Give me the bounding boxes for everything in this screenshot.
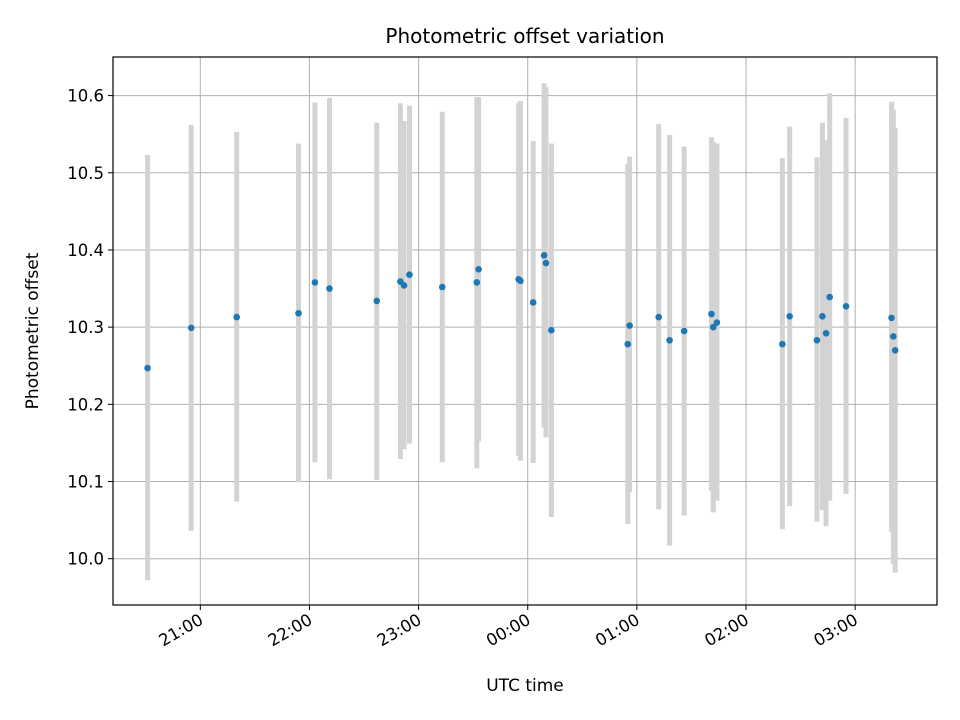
data-point (666, 336, 673, 344)
y-tick-label: 10.6 (67, 87, 104, 106)
data-point (826, 293, 833, 301)
data-point (888, 314, 895, 322)
data-point (406, 271, 413, 278)
data-point (626, 322, 633, 329)
y-axis-label: Photometric offset (23, 252, 43, 409)
data-point (624, 340, 632, 348)
data-point (475, 265, 482, 273)
data-point (786, 313, 793, 320)
data-point (542, 259, 550, 267)
grid (113, 57, 937, 605)
y-tick-label: 10.3 (67, 318, 104, 337)
data-point (326, 285, 333, 292)
data-point (548, 326, 555, 334)
y-tick-label: 10.0 (67, 550, 104, 569)
y-tick-label: 10.4 (67, 241, 104, 260)
data-point (713, 319, 721, 326)
data-point (891, 346, 899, 354)
data-point (813, 336, 821, 344)
data-point (655, 313, 662, 321)
data-point (311, 279, 319, 286)
data-point (473, 279, 481, 286)
data-point (709, 323, 717, 331)
data-point (295, 309, 302, 317)
data-point (144, 364, 151, 372)
y-tick-label: 10.2 (67, 395, 104, 414)
data-point (400, 282, 408, 289)
data-point (373, 297, 381, 305)
data-point (819, 313, 826, 320)
data-point (822, 330, 830, 337)
data-point (517, 277, 524, 285)
data-point (233, 313, 240, 321)
chart-title: Photometric offset variation (385, 24, 664, 48)
x-axis-label: UTC time (486, 676, 564, 696)
data-points (144, 252, 899, 372)
data-point (779, 340, 786, 348)
data-point (890, 333, 897, 340)
data-point (438, 283, 446, 291)
plot-frame (112, 56, 938, 606)
data-point (529, 299, 537, 306)
data-point (680, 327, 688, 335)
y-tick-label: 10.5 (67, 164, 104, 183)
y-axis: 10.0 10.1 10.2 10.3 10.4 10.5 10.6 (67, 87, 113, 569)
data-point (187, 324, 195, 332)
data-point (842, 303, 850, 310)
y-tick-label: 10.1 (67, 473, 104, 492)
data-point (708, 310, 715, 318)
data-point (540, 252, 548, 259)
